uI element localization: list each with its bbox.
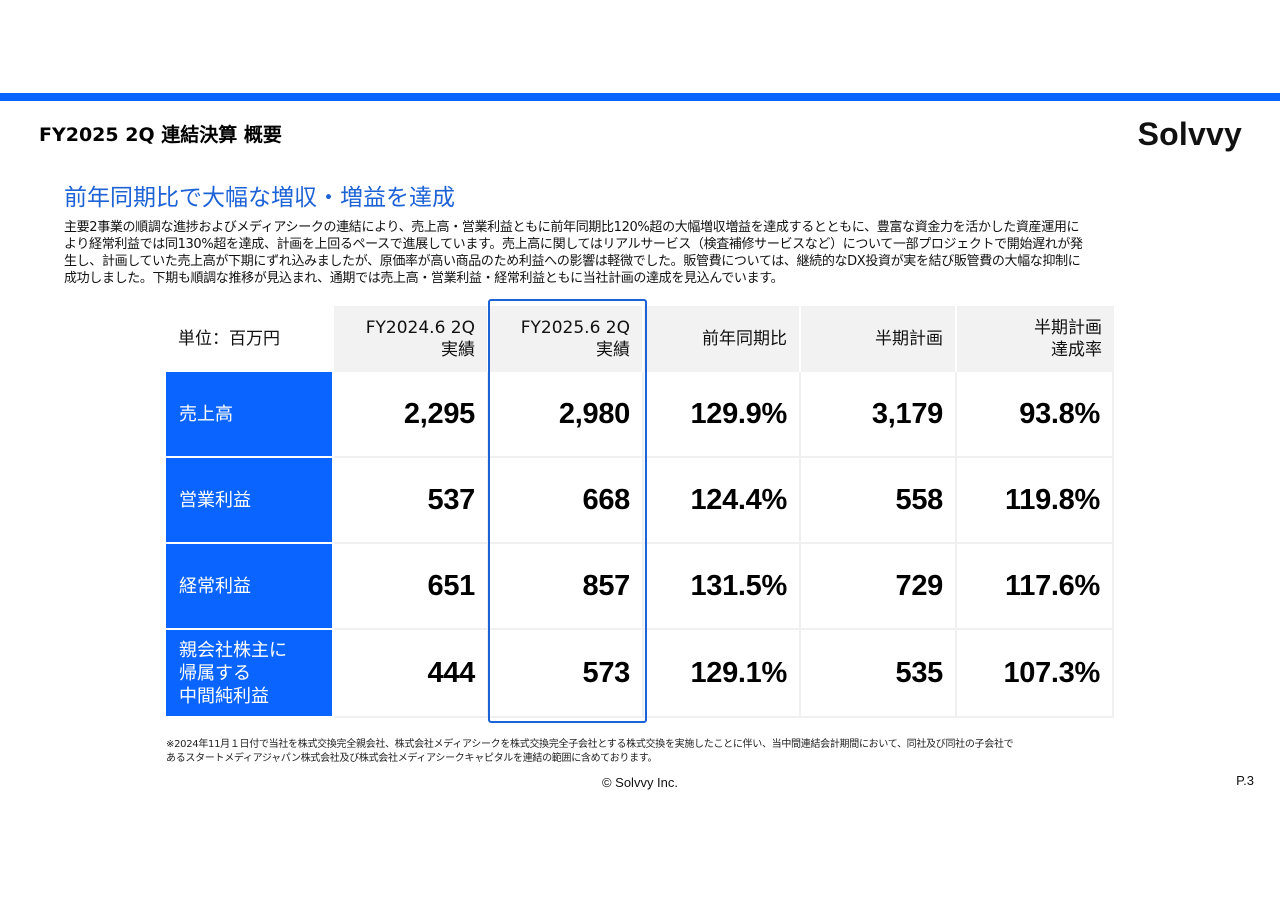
page-number: P.3 (1236, 773, 1254, 788)
table-row: 親会社株主に 帰属する 中間純利益 444 573 129.1% 535 107… (166, 630, 1114, 718)
table-cell: 857 (489, 544, 644, 630)
summary-paragraph: 主要2事業の順調な進捗およびメディアシークの連結により、売上高・営業利益ともに前… (64, 219, 1214, 287)
table-row: 経常利益 651 857 131.5% 729 117.6% (166, 544, 1114, 630)
table-cell: 117.6% (957, 544, 1114, 630)
table-cell: 119.8% (957, 458, 1114, 544)
table-cell: 2,295 (334, 372, 489, 458)
table-cell: 651 (334, 544, 489, 630)
summary-line: 成功しました。下期も順調な推移が見込まれ、通期では売上高・営業利益・経常利益とも… (64, 271, 784, 286)
table-cell: 558 (801, 458, 957, 544)
table-cell: 668 (489, 458, 644, 544)
row-label: 営業利益 (166, 458, 334, 544)
headline: 前年同期比で大幅な増収・増益を達成 (64, 185, 455, 211)
table-header-row: 単位：百万円 FY2024.6 2Q 実績 FY2025.6 2Q 実績 前年同… (166, 306, 1114, 372)
row-label: 売上高 (166, 372, 334, 458)
unit-label: 単位：百万円 (166, 306, 334, 372)
table-cell: 444 (334, 630, 489, 718)
row-label: 経常利益 (166, 544, 334, 630)
header-achievement: 半期計画 達成率 (957, 306, 1114, 372)
top-accent-bar (0, 93, 1280, 101)
summary-line: 生し、計画していた売上高が下期にずれ込みましたが、原価率が高い商品のため利益への… (64, 254, 1081, 269)
header-fy2024: FY2024.6 2Q 実績 (334, 306, 489, 372)
table-row: 営業利益 537 668 124.4% 558 119.8% (166, 458, 1114, 544)
summary-line: より経常利益では同130%超を達成、計画を上回るペースで進展しています。売上高に… (64, 237, 1083, 252)
header-yoy: 前年同期比 (644, 306, 801, 372)
footnote: ※2024年11月１日付で当社を株式交換完全親会社、株式会社メディアシークを株式… (166, 738, 1126, 766)
table-cell: 124.4% (644, 458, 801, 544)
header-plan: 半期計画 (801, 306, 957, 372)
copyright: © Solvvy Inc. (601, 775, 679, 790)
table-cell: 93.8% (957, 372, 1114, 458)
summary-line: 主要2事業の順調な進捗およびメディアシークの連結により、売上高・営業利益ともに前… (64, 220, 1080, 235)
table-cell: 573 (489, 630, 644, 718)
table-row: 売上高 2,295 2,980 129.9% 3,179 93.8% (166, 372, 1114, 458)
table-cell: 535 (801, 630, 957, 718)
table-cell: 129.1% (644, 630, 801, 718)
row-label: 親会社株主に 帰属する 中間純利益 (166, 630, 334, 718)
table-cell: 3,179 (801, 372, 957, 458)
table-cell: 2,980 (489, 372, 644, 458)
table-cell: 537 (334, 458, 489, 544)
table-cell: 129.9% (644, 372, 801, 458)
header-fy2025: FY2025.6 2Q 実績 (489, 306, 644, 372)
slide-title: FY2025 2Q 連結決算 概要 (39, 124, 282, 146)
table-cell: 107.3% (957, 630, 1114, 718)
table-cell: 131.5% (644, 544, 801, 630)
footnote-line: あるスタートメディアジャパン株式会社及び株式会社メディアシークキャピタルを連結の… (166, 753, 658, 764)
table-cell: 729 (801, 544, 957, 630)
company-logo: Solvvy (1137, 116, 1242, 152)
footnote-line: ※2024年11月１日付で当社を株式交換完全親会社、株式会社メディアシークを株式… (166, 739, 1014, 750)
